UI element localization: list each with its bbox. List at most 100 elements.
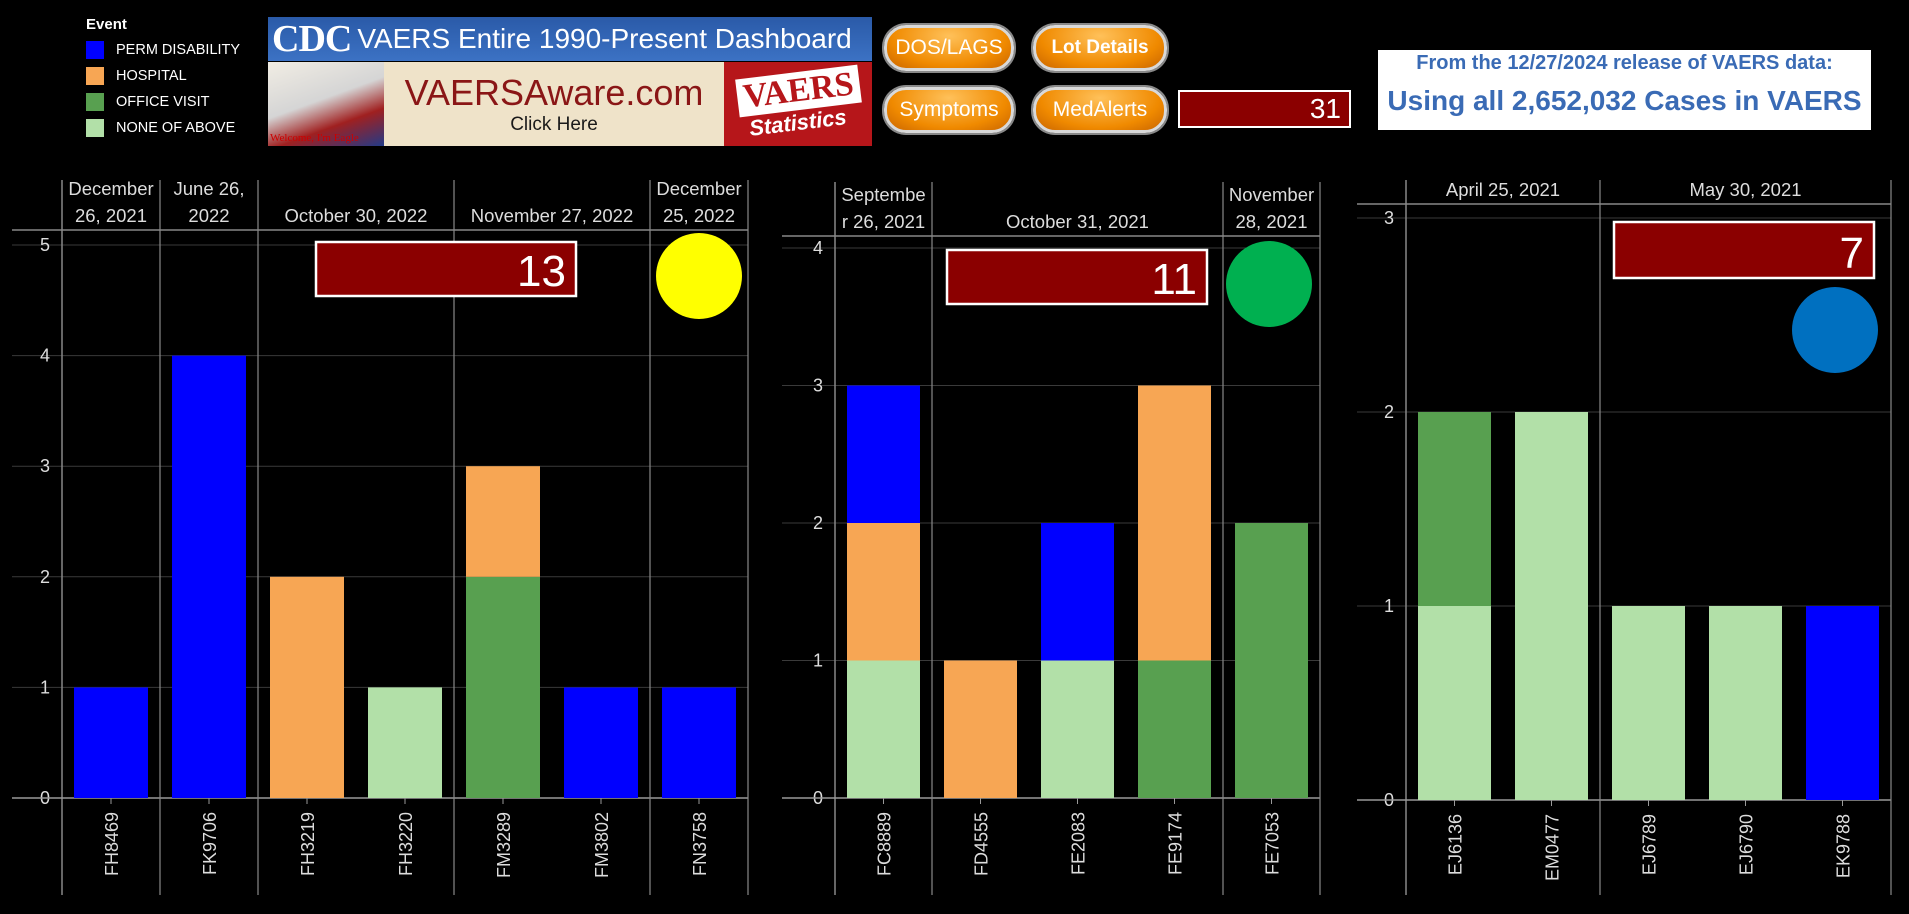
bar-segment [1806, 606, 1879, 800]
lot-label: FE2083 [1069, 812, 1089, 875]
bar-segment [847, 523, 920, 661]
release-info-line1: From the 12/27/2024 release of VAERS dat… [1416, 52, 1833, 74]
date-group-label: May 30, 2021 [1689, 179, 1801, 200]
legend-item-office-visit[interactable]: OFFICE VISIT [86, 89, 240, 115]
y-tick-label: 3 [40, 456, 50, 476]
bar-segment [944, 660, 1017, 798]
date-group-label: October 30, 2022 [285, 205, 428, 226]
y-tick-label: 1 [40, 677, 50, 697]
lot-label: FN3758 [690, 812, 710, 876]
bar-segment [1709, 606, 1782, 800]
y-tick-label: 3 [813, 376, 823, 396]
date-group-label: r 26, 2021 [842, 211, 925, 232]
legend-swatch [86, 41, 104, 59]
date-group-label: October 31, 2021 [1006, 211, 1149, 232]
y-tick-label: 4 [813, 238, 823, 258]
date-group-label: 25, 2022 [663, 205, 735, 226]
y-tick-label: 1 [1384, 596, 1394, 616]
date-group-label: April 25, 2021 [1446, 179, 1560, 200]
status-dot [1792, 287, 1878, 373]
date-group-label: November 27, 2022 [471, 205, 634, 226]
eagle-image[interactable]: Welcome, I'm Eagle [268, 62, 384, 146]
legend-swatch [86, 119, 104, 137]
y-tick-label: 2 [40, 567, 50, 587]
lot-label: FM3289 [494, 812, 514, 878]
bar-segment [1138, 385, 1211, 661]
dashboard-title: VAERS Entire 1990-Present Dashboard [357, 23, 852, 54]
date-group-label: December [68, 178, 153, 199]
bar-segment [270, 576, 344, 798]
date-group-label: June 26, [174, 178, 245, 199]
lot-label: FE7053 [1263, 812, 1283, 875]
y-tick-label: 2 [813, 513, 823, 533]
bar-segment [1138, 660, 1211, 798]
lot-label: EM0477 [1543, 814, 1563, 881]
bar-segment [847, 385, 920, 523]
bar-segment [662, 687, 736, 798]
legend-item-hospital[interactable]: HOSPITAL [86, 63, 240, 89]
bar-segment [466, 576, 540, 798]
legend-item-perm-disability[interactable]: PERM DISABILITY [86, 37, 240, 63]
count-badge [1612, 220, 1876, 280]
ad-row: Welcome, I'm Eagle VAERSAware.com Click … [268, 62, 872, 146]
y-tick-label: 4 [40, 346, 50, 366]
bar-segment [1612, 606, 1685, 800]
date-group-label: Septembe [841, 184, 925, 205]
date-group-label: 28, 2021 [1235, 211, 1307, 232]
y-tick-label: 5 [40, 235, 50, 255]
event-legend: Event PERM DISABILITY HOSPITAL OFFICE VI… [86, 16, 240, 141]
date-group-label: 26, 2021 [75, 205, 147, 226]
date-group-label: November [1229, 184, 1314, 205]
lot-label: FK9706 [200, 812, 220, 875]
vaersaware-ad[interactable]: VAERSAware.com Click Here [384, 62, 724, 146]
status-dot [656, 233, 742, 319]
dashboard-banner[interactable]: CDC VAERS Entire 1990-Present Dashboard [268, 17, 872, 61]
lot-label: EK9788 [1834, 814, 1854, 878]
legend-label: NONE OF ABOVE [116, 120, 236, 136]
count-badge [314, 240, 578, 298]
lot-label: FH8469 [102, 812, 122, 876]
bar-segment [172, 355, 246, 798]
release-info-box: From the 12/27/2024 release of VAERS dat… [1378, 50, 1871, 130]
lot-details-button[interactable]: Lot Details [1033, 25, 1167, 71]
eagle-caption: Welcome, I'm Eagle [270, 132, 359, 144]
lot-label: FD4555 [972, 812, 992, 876]
vaers-statistics-logo[interactable]: VAERS Statistics [724, 62, 872, 146]
release-info-line2: Using all 2,652,032 Cases in VAERS [1387, 85, 1862, 116]
lot-label: FE9174 [1166, 812, 1186, 875]
count-badge-value: 11 [1151, 255, 1197, 304]
status-dot [1226, 241, 1312, 327]
medalerts-button[interactable]: MedAlerts [1033, 87, 1167, 133]
legend-swatch [86, 93, 104, 111]
bar-segment [847, 660, 920, 798]
legend-item-none-of-above[interactable]: NONE OF ABOVE [86, 115, 240, 141]
legend-title: Event [86, 16, 127, 33]
y-tick-label: 2 [1384, 402, 1394, 422]
y-tick-label: 3 [1384, 208, 1394, 228]
bar-segment [1515, 412, 1588, 800]
date-group-label: 2022 [188, 205, 229, 226]
lot-label: EJ6790 [1737, 814, 1757, 875]
ad-cta: Click Here [510, 114, 598, 135]
lot-label: EJ6136 [1446, 814, 1466, 875]
bar-segment [74, 687, 148, 798]
dos-lags-button[interactable]: DOS/LAGS [884, 25, 1014, 71]
date-group-label: December [656, 178, 741, 199]
symptoms-button[interactable]: Symptoms [884, 87, 1014, 133]
cdc-logo: CDC [272, 18, 352, 60]
count-badge-value: 13 [517, 247, 566, 296]
legend-swatch [86, 67, 104, 85]
lot-label: FH3220 [396, 812, 416, 876]
legend-label: PERM DISABILITY [116, 42, 241, 58]
y-tick-label: 1 [813, 651, 823, 671]
bar-segment [466, 466, 540, 577]
lot-label: FH3219 [298, 812, 318, 876]
count-badge [945, 248, 1209, 306]
bar-segment [1418, 606, 1491, 800]
bar-segment [564, 687, 638, 798]
legend-label: HOSPITAL [116, 68, 187, 84]
bar-segment [368, 687, 442, 798]
